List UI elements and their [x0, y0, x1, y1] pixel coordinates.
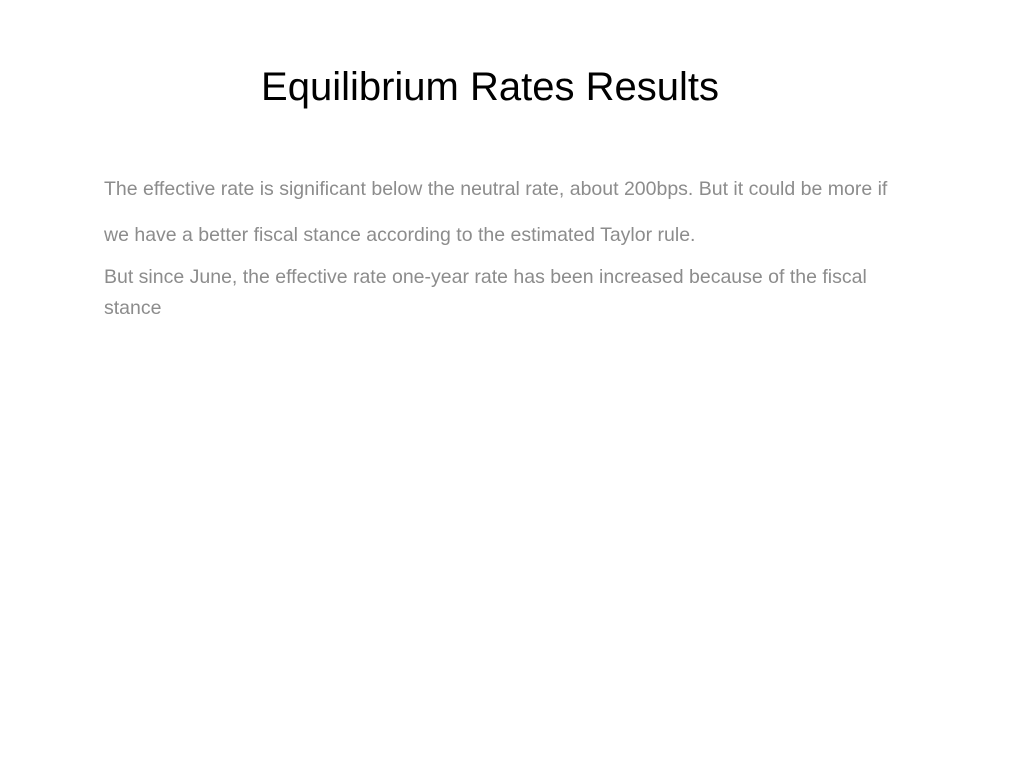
- body-paragraph-2: But since June, the effective rate one-y…: [104, 266, 867, 319]
- slide-title: Equilibrium Rates Results: [261, 65, 719, 109]
- body-paragraph-1: The effective rate is significant below …: [104, 178, 888, 246]
- slide-body: The effective rate is significant below …: [104, 166, 904, 324]
